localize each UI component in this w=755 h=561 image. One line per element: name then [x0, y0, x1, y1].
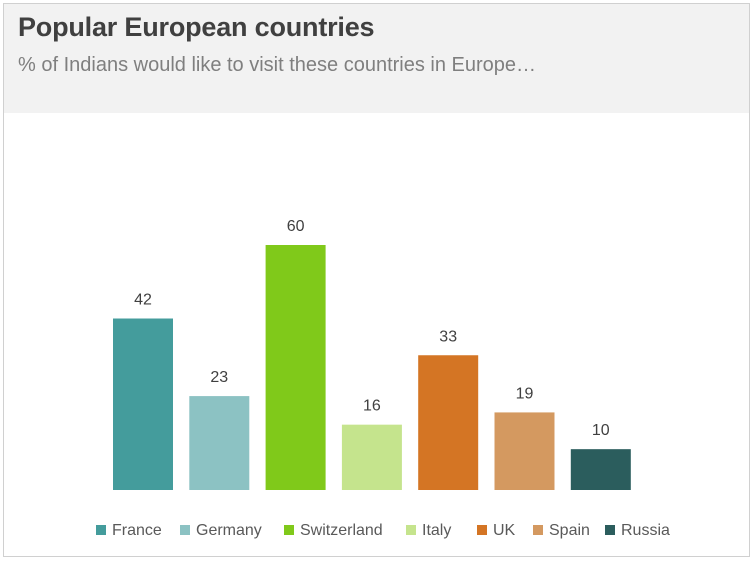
chart-title: Popular European countries [18, 12, 375, 42]
legend-label-germany: Germany [196, 522, 262, 539]
bar-uk [418, 355, 479, 490]
legend-swatch-italy [406, 525, 416, 535]
data-label-switzerland: 60 [287, 218, 305, 235]
data-label-russia: 10 [592, 422, 610, 439]
legend-swatch-uk [477, 525, 487, 535]
legend-label-italy: Italy [422, 522, 451, 539]
legend-swatch-germany [180, 525, 190, 535]
legend-label-france: France [112, 522, 162, 539]
legend-swatch-france [96, 525, 106, 535]
legend-label-switzerland: Switzerland [300, 522, 383, 539]
bar-france [113, 318, 173, 490]
data-label-italy: 16 [363, 398, 381, 415]
data-label-france: 42 [134, 292, 152, 309]
legend-label-uk: UK [493, 522, 516, 539]
bar-russia [570, 449, 631, 490]
chart-subtitle: % of Indians would like to visit these c… [18, 54, 537, 76]
legend-label-spain: Spain [549, 522, 590, 539]
legend-swatch-spain [533, 525, 543, 535]
bar-spain [494, 412, 555, 490]
bar-italy [341, 424, 402, 490]
legend-swatch-switzerland [284, 525, 294, 535]
bar-germany [189, 396, 250, 490]
chart-header: Popular European countries % of Indians … [4, 4, 749, 113]
data-label-germany: 23 [210, 369, 228, 386]
data-label-spain: 19 [516, 385, 534, 402]
data-label-uk: 33 [439, 328, 457, 345]
legend-label-russia: Russia [621, 522, 670, 539]
bar-switzerland [265, 245, 326, 490]
legend-swatch-russia [605, 525, 615, 535]
